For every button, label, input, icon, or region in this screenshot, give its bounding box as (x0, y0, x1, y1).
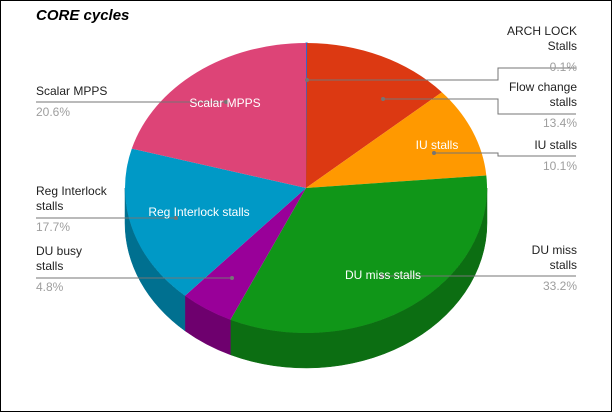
pie-slices (125, 42, 487, 334)
callout-name: ARCH LOCK (506, 24, 577, 38)
leader-dot (305, 78, 309, 82)
callout-percent: 17.7% (36, 220, 71, 234)
callout-name: DU busy (36, 244, 83, 258)
leader-dots (174, 78, 436, 280)
callout-percent: 4.8% (36, 280, 64, 294)
leader-dot (381, 97, 385, 101)
pie-slice-flow-change-stalls[interactable] (306, 43, 442, 188)
callout-name: stalls (549, 95, 577, 109)
leader-dot (174, 216, 178, 220)
leader-line-arch-lock (307, 67, 576, 81)
pie-slice-reg-interlock-stalls[interactable] (125, 148, 306, 296)
callout-arch-lock: ARCH LOCK Stalls 0.1% (507, 24, 577, 75)
callout-du-miss: DU miss stalls 33.2% (532, 243, 577, 294)
leader-line-flow-change (383, 98, 576, 115)
callout-name: Scalar MPPS (36, 84, 108, 98)
callout-name: stalls (549, 258, 577, 272)
inner-labels: Scalar MPPS IU stalls Reg Interlock stal… (148, 96, 458, 282)
pie-slice-du-miss-stalls[interactable] (230, 175, 487, 334)
callout-name: stalls (36, 199, 64, 213)
leader-dot (230, 276, 234, 280)
inner-label-scalar: Scalar MPPS (189, 96, 260, 110)
callout-name: Stalls (547, 39, 577, 53)
callout-percent: 0.1% (549, 60, 577, 74)
leader-lines (36, 67, 576, 279)
callout-iu: IU stalls 10.1% (534, 138, 577, 174)
callout-du-busy: DU busy stalls 4.8% (36, 244, 82, 295)
leader-dot (380, 274, 384, 278)
leader-dot (432, 151, 436, 155)
callout-name: Reg Interlock (36, 184, 107, 198)
callout-percent: 33.2% (542, 279, 577, 293)
callout-name: IU stalls (534, 138, 577, 152)
callout-name: stalls (36, 259, 64, 273)
callout-reg-interlock: Reg Interlock stalls 17.7% (36, 184, 107, 235)
inner-label-reg-interlock: Reg Interlock stalls (148, 205, 249, 219)
inner-label-iu: IU stalls (416, 138, 459, 152)
callout-scalar-mpps: Scalar MPPS 20.6% (36, 84, 107, 120)
callout-percent: 20.6% (36, 105, 71, 119)
callout-percent: 10.1% (542, 159, 577, 173)
leader-dot (224, 100, 228, 104)
callout-percent: 13.4% (542, 116, 577, 130)
pie-slice-iu-stalls[interactable] (306, 92, 487, 188)
pie-slice-scalar-mpps[interactable] (131, 43, 306, 188)
pie-slice-du-busy-stalls[interactable] (184, 188, 306, 320)
callout-name: DU miss (531, 243, 577, 257)
callout-flow-change: Flow change stalls 13.4% (509, 80, 577, 131)
callout-name: Flow change (508, 80, 577, 94)
leader-line-iu (434, 152, 576, 157)
inner-label-du-miss: DU miss stalls (345, 268, 421, 282)
chart-title: CORE cycles (36, 7, 130, 24)
